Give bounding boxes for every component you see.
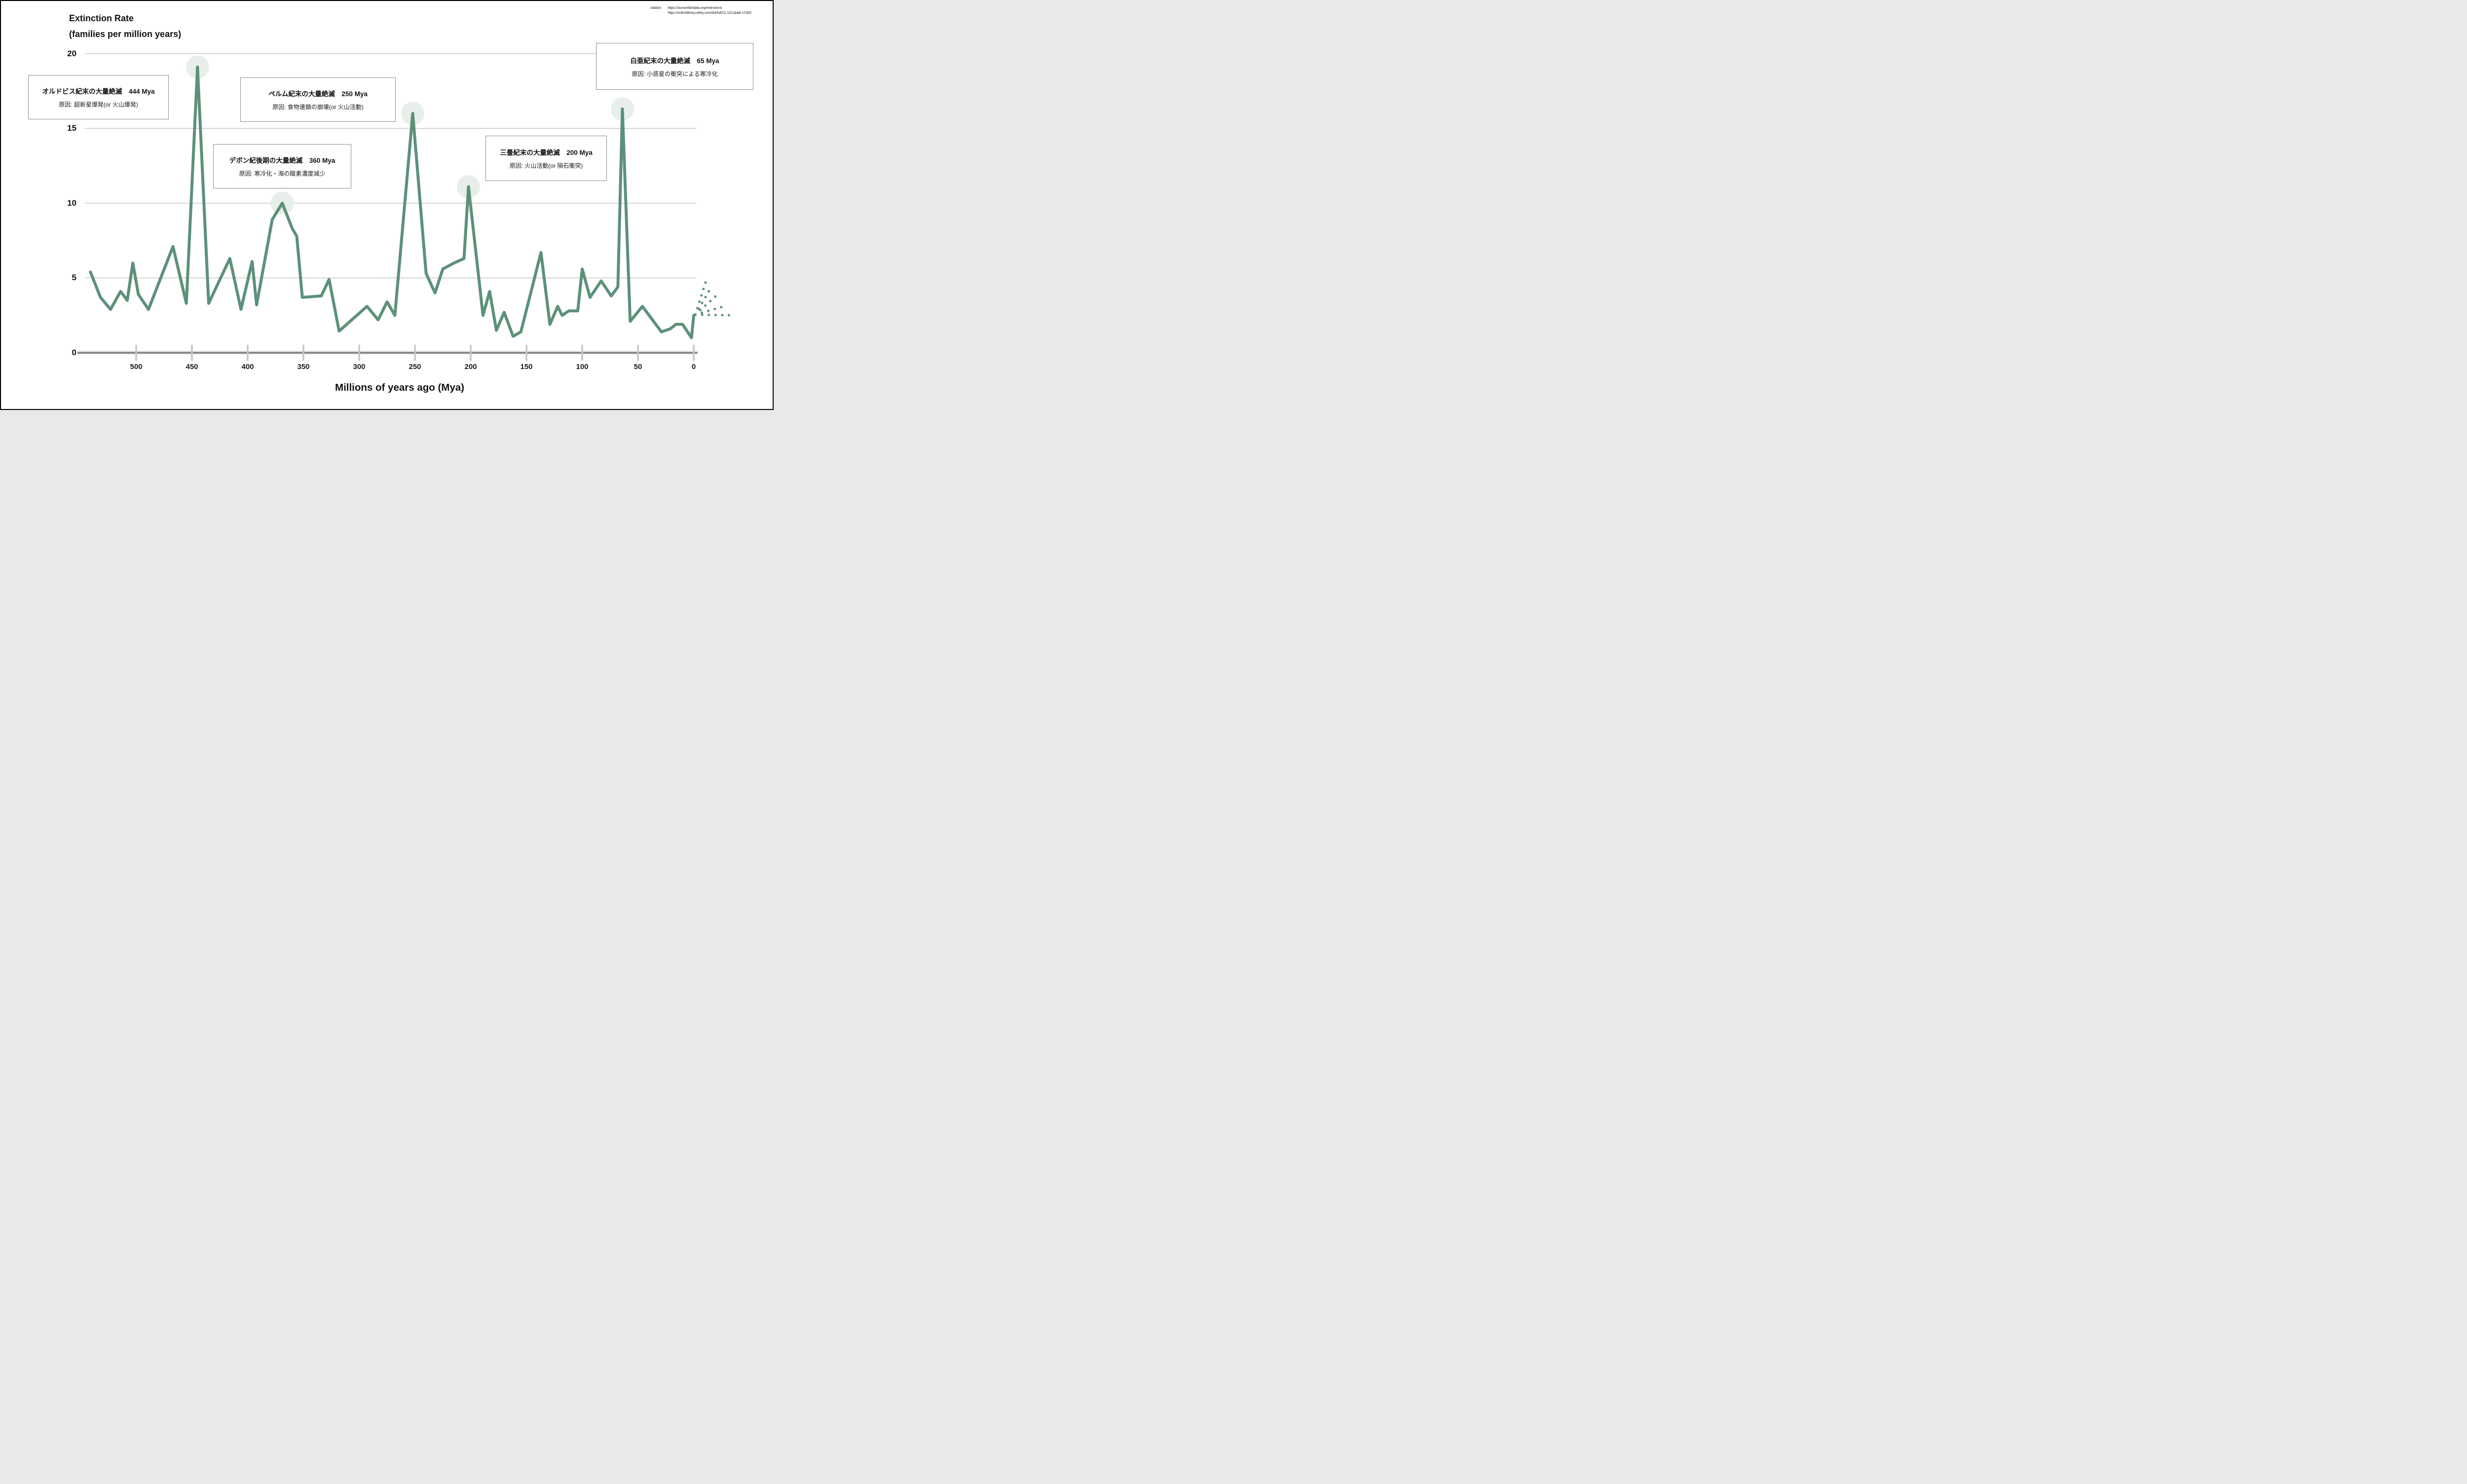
x-axis-label-350: 350 xyxy=(297,363,310,371)
annotation-cause: 原因: 小惑星の衝突による寒冷化 xyxy=(632,70,718,77)
y-axis-label-0: 0 xyxy=(72,348,76,357)
citation-label: citation: xyxy=(650,6,662,10)
x-axis-label-0: 0 xyxy=(691,363,696,371)
citation: citation: https://ourworldindata.org/ext… xyxy=(650,6,751,15)
x-axis-label-150: 150 xyxy=(520,363,533,371)
extinction-rate-chart: Extinction Rate (families per million ye… xyxy=(0,0,774,410)
extinction-rate-line xyxy=(89,65,695,339)
annotation-title: デボン紀後期の大量絶滅 360 Mya xyxy=(229,157,336,164)
plot-area xyxy=(77,53,734,361)
annotation-cause: 原因: 超新星爆発(or 火山爆発) xyxy=(59,101,138,108)
annotation-title: 三畳紀末の大量絶滅 200 Mya xyxy=(500,149,593,156)
x-axis-label-500: 500 xyxy=(130,363,143,371)
annotation-cause: 原因: 寒冷化・海の酸素濃度減少 xyxy=(239,170,326,177)
annotation-cause: 原因: 火山活動(or 隕石衝突) xyxy=(509,162,583,169)
y-axis-label-5: 5 xyxy=(72,273,76,283)
annotation-title: 白亜紀末の大量絶滅 65 Mya xyxy=(630,57,719,65)
annotation-title: オルドビス紀末の大量絶滅 444 Mya xyxy=(42,88,155,95)
x-axis-label-200: 200 xyxy=(464,363,477,371)
x-axis-label-400: 400 xyxy=(241,363,254,371)
annotation-title: ペルム紀末の大量絶滅 250 Mya xyxy=(268,90,368,98)
y-axis-label-15: 15 xyxy=(67,123,76,133)
projection-ray-4 xyxy=(694,313,734,317)
annotation-triassic: 三畳紀末の大量絶滅 200 Mya 原因: 火山活動(or 隕石衝突) xyxy=(486,136,607,181)
x-axis-label-100: 100 xyxy=(576,363,589,371)
x-axis-label-450: 450 xyxy=(186,363,198,371)
chart-title-line2: (families per million years) xyxy=(69,29,182,39)
annotation-cause: 原因: 食物連鎖の崩壊(or 火山活動) xyxy=(272,104,364,111)
chart-title: Extinction Rate (families per million ye… xyxy=(69,11,181,42)
citation-link-owid[interactable]: https://ourworldindata.org/extinctions xyxy=(668,6,722,10)
x-axis-label-300: 300 xyxy=(353,363,366,371)
citation-link-wiley[interactable]: https://onlinelibrary.wiley.com/doi/full… xyxy=(668,11,751,15)
annotation-devonian: デボン紀後期の大量絶滅 360 Mya 原因: 寒冷化・海の酸素濃度減少 xyxy=(213,144,351,188)
x-axis-label-50: 50 xyxy=(634,363,642,371)
chart-title-line1: Extinction Rate xyxy=(69,13,134,23)
annotation-ordovician: オルドビス紀末の大量絶滅 444 Mya 原因: 超新星爆発(or 火山爆発) xyxy=(28,75,169,119)
annotation-cretaceous: 白亜紀末の大量絶滅 65 Mya 原因: 小惑星の衝突による寒冷化 xyxy=(596,43,753,90)
annotation-permian: ペルム紀末の大量絶滅 250 Mya 原因: 食物連鎖の崩壊(or 火山活動) xyxy=(240,77,396,122)
projection-ray-2 xyxy=(694,295,717,316)
x-axis-label-250: 250 xyxy=(409,363,421,371)
y-axis-label-10: 10 xyxy=(67,198,76,208)
y-axis-label-20: 20 xyxy=(67,48,76,58)
x-axis-title: Millions of years ago (Mya) xyxy=(335,382,464,393)
projection-ray-0 xyxy=(694,279,708,316)
